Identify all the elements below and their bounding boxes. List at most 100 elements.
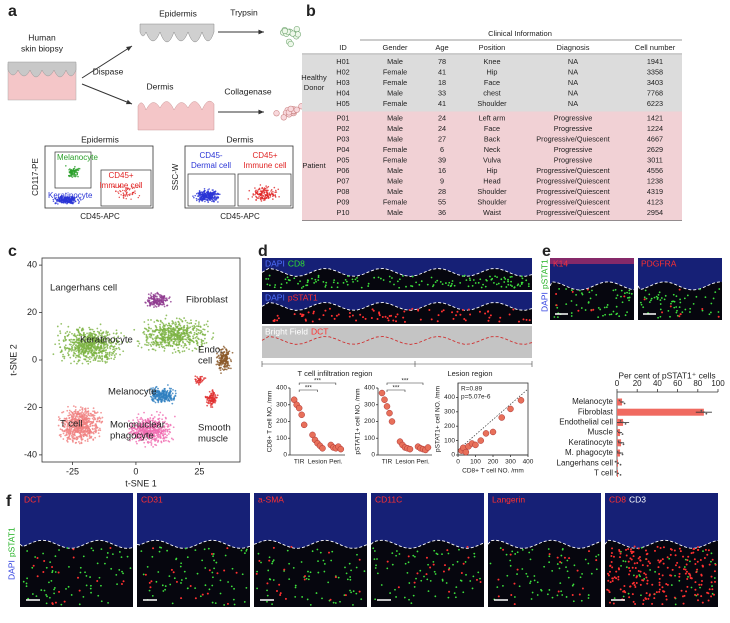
- cell-dot: [136, 340, 139, 342]
- replicate-dot: [619, 474, 622, 476]
- signal: [403, 320, 406, 323]
- cell: Back: [484, 134, 501, 143]
- cell-dot: [170, 394, 173, 397]
- cell-dot: [62, 438, 65, 440]
- cell-dot: [92, 424, 94, 427]
- signal: [307, 279, 310, 282]
- cell-dot: [78, 326, 81, 329]
- cell-dot: [213, 198, 216, 201]
- cell-dot: [64, 434, 67, 437]
- signal: [194, 587, 197, 590]
- cell-dot: [155, 439, 158, 441]
- cell: 2629: [647, 145, 663, 154]
- cell-dot: [167, 328, 169, 330]
- cell-dot: [147, 319, 150, 321]
- signal: [522, 318, 525, 321]
- cell: Vulva: [483, 155, 502, 164]
- cell-dot: [160, 437, 162, 439]
- signal: [206, 592, 209, 595]
- bar: [617, 408, 704, 416]
- cell-dot: [90, 356, 93, 359]
- cell-dot: [94, 412, 96, 414]
- cell-dot: [220, 372, 222, 375]
- signal: [151, 555, 154, 558]
- cell-dot: [83, 420, 86, 423]
- signal: [324, 309, 327, 312]
- cell-dot: [58, 434, 61, 437]
- cell-dot: [180, 345, 183, 347]
- cell: 1941: [647, 57, 663, 66]
- cell-dot: [133, 328, 136, 331]
- replicate-dot: [616, 450, 619, 453]
- cell-dot: [138, 185, 141, 188]
- cell-dot: [125, 189, 128, 192]
- cell: 24: [438, 124, 446, 133]
- cell-dot: [160, 297, 163, 299]
- signal: [520, 275, 523, 278]
- cell-dot: [152, 333, 155, 336]
- axis-title: pSTAT1+ cell NO. /mm: [435, 386, 442, 452]
- cell: Progressive: [554, 113, 593, 122]
- signal: [447, 284, 450, 287]
- signal: [378, 312, 381, 315]
- cell-dot: [187, 334, 190, 336]
- cell-dot: [125, 194, 127, 196]
- y-tick-label: 400: [276, 385, 287, 392]
- dot: [298, 411, 305, 419]
- x-tick-label: Lesion: [308, 459, 328, 466]
- cell-dot: [67, 350, 70, 353]
- cell-dot: [79, 429, 82, 432]
- dot: [507, 405, 514, 413]
- signal: [418, 283, 421, 286]
- cell-dot: [90, 345, 93, 348]
- cell-dot: [106, 345, 109, 348]
- cell: 33: [438, 88, 446, 97]
- signal: [377, 276, 380, 279]
- cell-dot: [164, 397, 166, 399]
- cell-dot: [204, 377, 207, 379]
- signal: [107, 601, 109, 604]
- cell-dot: [92, 330, 95, 333]
- cell-dot: [155, 337, 158, 340]
- cell-dot: [64, 344, 67, 347]
- signal: [352, 604, 354, 606]
- cell-dot: [136, 186, 138, 189]
- x-tick-label: 0: [615, 379, 620, 388]
- replicate-dot: [619, 420, 622, 422]
- cell-dot: [80, 442, 83, 445]
- cell-dot: [115, 332, 118, 335]
- cell: NA: [568, 67, 578, 76]
- signal: [496, 276, 498, 279]
- cell-dot: [88, 350, 91, 353]
- cell-dot: [125, 191, 127, 193]
- cell-dot: [274, 189, 277, 192]
- label: Trypsin: [230, 7, 258, 17]
- signal: [708, 313, 711, 316]
- signal: [337, 313, 340, 316]
- signal: [245, 550, 248, 552]
- cell-dot: [95, 420, 98, 423]
- cell: 18: [438, 78, 446, 87]
- cell-dot: [64, 348, 67, 351]
- cell-dot: [164, 317, 167, 320]
- cell-dot: [100, 332, 103, 335]
- label: Bright Field: [265, 326, 308, 336]
- label: Dermis: [147, 81, 174, 91]
- signal: [349, 576, 352, 578]
- cell-dot: [199, 326, 202, 328]
- cell-dot: [127, 193, 129, 196]
- cell-dot: [108, 333, 111, 336]
- cell-dot: [71, 436, 73, 438]
- signal: [322, 559, 325, 562]
- cell-dot: [62, 410, 65, 413]
- y-tick-label: 100: [276, 435, 287, 442]
- significance: ***: [305, 386, 313, 392]
- panel-label: a: [8, 3, 17, 20]
- signal: [351, 278, 354, 281]
- cell-dot: [177, 329, 180, 332]
- cell-dot: [150, 295, 153, 298]
- cell: Face: [484, 124, 500, 133]
- group-band: [302, 111, 682, 221]
- signal: [274, 284, 277, 286]
- signal: [31, 566, 34, 569]
